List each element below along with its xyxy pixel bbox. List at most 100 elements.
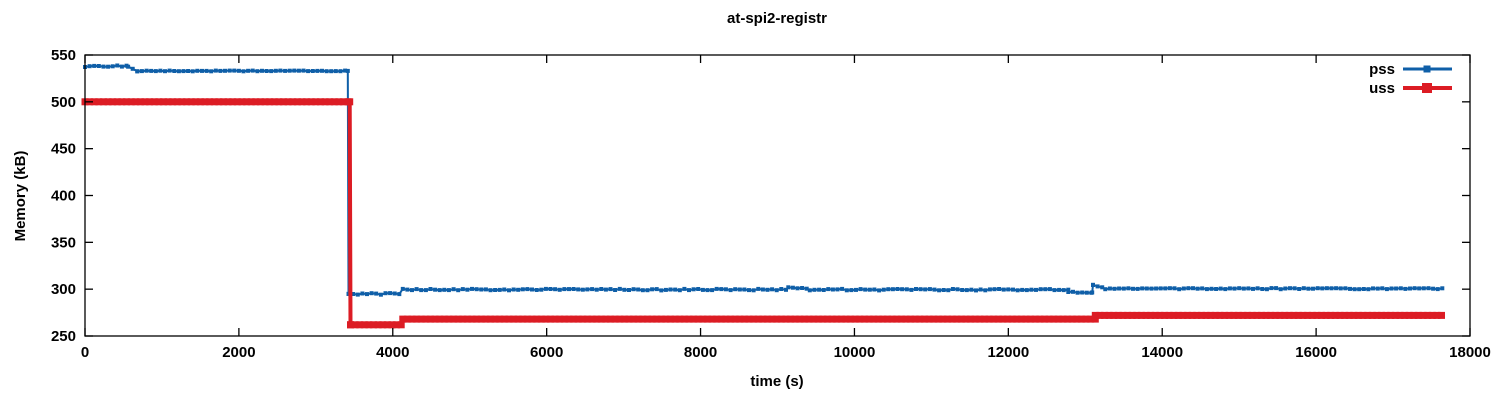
data-point-marker xyxy=(1077,315,1085,323)
data-point-marker xyxy=(1440,286,1445,291)
data-point-marker xyxy=(287,68,292,73)
data-point-marker xyxy=(127,98,135,106)
data-point-marker xyxy=(155,98,163,106)
data-point-marker xyxy=(1382,311,1390,319)
data-point-marker xyxy=(756,286,761,291)
data-point-marker xyxy=(602,315,610,323)
data-point-marker xyxy=(927,287,932,292)
data-point-marker xyxy=(659,288,664,293)
data-point-marker xyxy=(742,287,747,292)
data-point-marker xyxy=(192,98,200,106)
data-point-marker xyxy=(613,288,618,292)
data-point-marker xyxy=(784,287,788,292)
data-point-marker xyxy=(557,287,562,292)
data-point-marker xyxy=(840,286,845,291)
data-point-marker xyxy=(1394,286,1399,291)
data-point-marker xyxy=(1119,311,1127,319)
data-point-marker xyxy=(1281,311,1289,319)
data-point-marker xyxy=(525,287,530,292)
data-point-marker xyxy=(1163,286,1168,291)
data-point-marker xyxy=(1322,311,1330,319)
data-point-marker xyxy=(164,98,172,106)
data-point-marker xyxy=(881,287,886,292)
data-point-marker xyxy=(1424,311,1432,319)
data-point-marker xyxy=(1352,287,1357,292)
data-point-marker xyxy=(423,288,428,293)
y-tick-label: 350 xyxy=(51,234,76,251)
data-point-marker xyxy=(459,315,467,323)
data-point-marker xyxy=(520,287,525,292)
data-point-marker xyxy=(1066,290,1071,294)
data-point-marker xyxy=(860,315,868,323)
data-point-marker xyxy=(955,287,960,292)
data-point-marker xyxy=(397,321,405,329)
data-point-marker xyxy=(593,315,601,323)
data-point-marker xyxy=(183,98,191,106)
data-point-marker xyxy=(1144,286,1149,291)
data-point-marker xyxy=(238,98,246,106)
y-tick-label: 450 xyxy=(51,141,76,158)
data-point-marker xyxy=(303,98,311,106)
data-point-marker xyxy=(1207,311,1215,319)
data-point-marker xyxy=(944,315,951,323)
legend-label-uss: uss xyxy=(1369,80,1395,97)
data-point-marker xyxy=(579,315,587,323)
data-point-marker xyxy=(433,287,438,292)
data-point-marker xyxy=(1107,286,1112,291)
data-point-marker xyxy=(673,287,678,292)
data-point-marker xyxy=(1348,286,1352,291)
data-point-marker xyxy=(731,315,739,323)
data-point-marker xyxy=(750,315,758,323)
data-point-marker xyxy=(588,315,596,323)
data-point-marker xyxy=(284,98,292,106)
data-point-marker xyxy=(925,315,933,323)
data-point-marker xyxy=(360,321,368,329)
data-point-marker xyxy=(293,98,301,106)
data-point-marker xyxy=(1004,315,1012,323)
data-point-marker xyxy=(497,287,502,292)
data-point-marker xyxy=(1403,286,1408,291)
data-point-marker xyxy=(700,287,705,292)
data-point-marker xyxy=(511,287,516,292)
data-point-marker xyxy=(419,288,424,293)
data-point-marker xyxy=(819,315,827,323)
data-point-marker xyxy=(663,287,668,292)
data-point-marker xyxy=(355,292,360,297)
data-point-marker xyxy=(1193,311,1201,319)
data-point-marker xyxy=(842,315,850,323)
data-point-marker xyxy=(1151,311,1159,319)
y-tick-label: 250 xyxy=(51,328,76,345)
data-point-marker xyxy=(1117,286,1122,291)
x-tick-label: 0 xyxy=(81,344,89,361)
x-axis-label: time (s) xyxy=(750,373,803,390)
data-point-marker xyxy=(696,287,701,291)
data-point-marker xyxy=(1047,287,1052,292)
data-point-marker xyxy=(473,315,481,323)
data-point-marker xyxy=(1255,286,1260,291)
x-tick-label: 12000 xyxy=(987,344,1029,361)
data-point-marker xyxy=(123,98,130,106)
data-point-marker xyxy=(740,315,748,323)
data-point-marker xyxy=(454,315,462,323)
legend-marker xyxy=(1422,83,1432,93)
data-point-marker xyxy=(691,287,696,292)
y-tick-label: 550 xyxy=(51,47,76,64)
data-point-marker xyxy=(662,315,670,323)
data-point-marker xyxy=(994,315,1002,323)
data-point-marker xyxy=(570,315,578,323)
data-point-marker xyxy=(1209,286,1214,291)
data-point-marker xyxy=(206,98,214,106)
data-point-marker xyxy=(215,98,223,106)
data-point-marker xyxy=(682,286,687,291)
data-point-marker xyxy=(269,69,274,74)
legend: pss uss xyxy=(1369,61,1452,97)
data-point-marker xyxy=(932,287,937,292)
data-point-marker xyxy=(542,315,550,323)
data-point-marker xyxy=(1301,286,1306,291)
data-point-marker xyxy=(1057,287,1062,292)
data-point-marker xyxy=(694,315,702,323)
data-point-marker xyxy=(1195,286,1200,291)
data-point-marker xyxy=(625,315,633,323)
data-point-marker xyxy=(939,315,947,323)
data-point-marker xyxy=(1041,315,1048,323)
